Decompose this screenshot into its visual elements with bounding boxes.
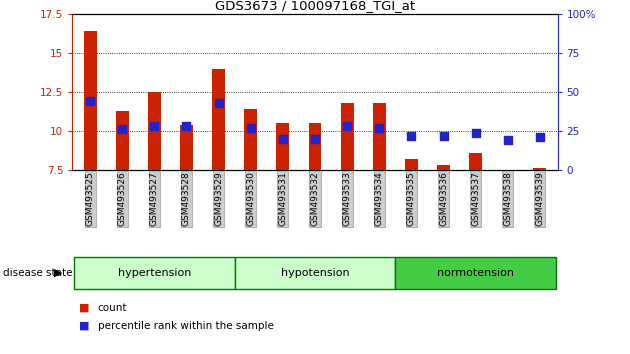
Bar: [148, 92, 161, 170]
Bar: [277, 123, 289, 170]
Point: [471, 130, 481, 135]
Point: [438, 133, 449, 138]
Point: [214, 100, 224, 106]
Point: [85, 98, 95, 104]
Bar: [116, 111, 129, 170]
Point: [278, 136, 288, 142]
Bar: [405, 159, 418, 170]
Point: [246, 125, 256, 131]
Text: hypotension: hypotension: [281, 268, 349, 278]
Bar: [244, 109, 257, 170]
Text: percentile rank within the sample: percentile rank within the sample: [98, 321, 273, 331]
Bar: [180, 125, 193, 170]
Text: count: count: [98, 303, 127, 313]
Point: [310, 136, 320, 142]
Text: disease state: disease state: [3, 268, 72, 278]
Point: [149, 124, 159, 129]
Text: normotension: normotension: [437, 268, 514, 278]
Point: [406, 133, 416, 138]
Point: [181, 124, 192, 129]
Bar: [341, 103, 353, 170]
Point: [503, 137, 513, 143]
Title: GDS3673 / 100097168_TGI_at: GDS3673 / 100097168_TGI_at: [215, 0, 415, 12]
Bar: [469, 153, 482, 170]
Point: [117, 127, 127, 132]
Bar: [534, 169, 546, 170]
Bar: [309, 123, 321, 170]
Point: [374, 125, 384, 131]
Bar: [437, 165, 450, 170]
Text: hypertension: hypertension: [118, 268, 191, 278]
Text: ■: ■: [79, 303, 89, 313]
Bar: [373, 103, 386, 170]
Text: ▶: ▶: [54, 268, 63, 278]
Bar: [212, 69, 225, 170]
Point: [342, 124, 352, 129]
Bar: [84, 31, 96, 170]
Text: ■: ■: [79, 321, 89, 331]
Point: [535, 135, 545, 140]
